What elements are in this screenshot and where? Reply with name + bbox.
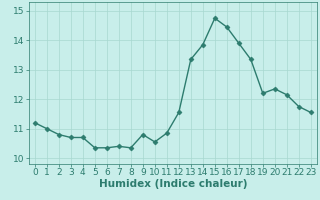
X-axis label: Humidex (Indice chaleur): Humidex (Indice chaleur) <box>99 179 247 189</box>
